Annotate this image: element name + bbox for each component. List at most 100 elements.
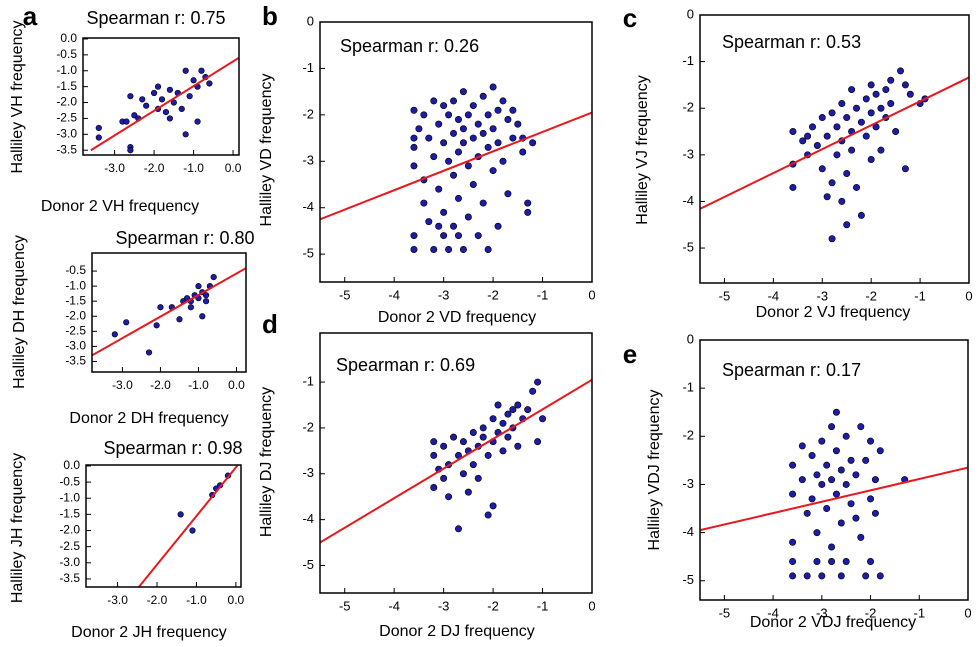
point [154,83,162,90]
panel: 0 -1 -2 -3 -4 -5 -5 -4 -3 -2 -1 0 Spearman r: 0.26 Do… [258,1,595,326]
point [459,125,467,133]
x-tick-label: -5 [339,287,351,302]
point [445,111,453,119]
y-tick-label: -2.5 [59,539,80,553]
point [848,146,856,154]
fit-line [700,76,969,210]
panel-title: Spearman r: 0.75 [86,8,225,28]
point [170,99,177,106]
point [828,543,836,551]
panel-letter: c [623,3,637,33]
point [862,456,870,464]
y-axis-label: Halliley VH frequency [9,21,26,174]
point [489,125,497,133]
point [187,304,194,311]
point [853,104,861,112]
point [843,169,851,177]
point [857,533,865,541]
point [852,514,860,522]
panel-letter: a [23,1,38,31]
point [847,456,855,464]
point [178,105,185,112]
y-tick-label: -3 [682,146,694,161]
point [823,461,831,469]
panel: -0.5-1.0-1.5-2.0-2.5-3.0-3.5-3.0 -2.0 -1.0… [11,228,254,427]
point [450,97,458,105]
point [206,80,213,87]
point [479,92,487,100]
x-tick-label: -5 [339,598,351,613]
x-tick-label: -2.0 [144,161,165,175]
point [430,438,438,446]
point [474,120,482,128]
x-tick-label: -1.0 [186,593,207,607]
point [818,437,826,445]
plot-frame [319,21,593,283]
point [450,129,458,137]
point [145,349,153,356]
x-tick-label: -3 [816,605,828,620]
point [823,193,831,201]
x-tick-label: 0 [964,605,971,620]
x-tick-label: -2.0 [150,378,171,392]
point [504,190,512,198]
point [519,148,527,156]
y-tick-label: -1.0 [65,278,86,292]
point [832,447,840,455]
point [887,100,895,108]
point [166,115,173,122]
y-tick-label: -3.0 [65,339,86,353]
point [828,476,836,484]
point [469,181,477,189]
point [842,432,850,440]
x-tick-label: -4 [768,288,780,303]
point [440,208,448,216]
point [823,505,831,513]
panel-letter: d [262,309,278,339]
point [474,474,482,482]
y-tick-label: 0.0 [63,458,80,472]
point [95,134,102,141]
point [857,211,865,219]
point [838,100,846,108]
point [867,109,875,117]
x-tick-label: -1 [537,287,549,302]
y-tick-label: -4 [302,511,314,526]
point [479,199,487,207]
point [867,437,875,445]
x-tick-label: 0.0 [228,593,245,607]
point [509,134,517,142]
point [440,442,448,450]
point [871,476,879,484]
point [410,143,418,151]
point [901,81,909,89]
point [833,151,841,159]
y-tick-label: -2.0 [59,523,80,537]
point [813,142,821,150]
panel-letter: e [623,339,637,369]
point [425,218,433,226]
y-tick-label: -2 [682,100,694,115]
point [489,83,497,91]
point [440,102,448,110]
point [459,139,467,147]
x-tick-label: -1 [913,605,925,620]
panel-title: Spearman r: 0.17 [722,360,861,380]
fit-line [90,56,239,152]
point [872,90,880,98]
point [857,423,865,431]
x-tick-label: -1.0 [183,161,204,175]
plot-frame [82,37,240,156]
x-tick-label: -3.0 [112,378,133,392]
point [123,319,130,326]
point [798,476,806,484]
point [489,167,497,175]
point [862,95,870,103]
point [837,466,845,474]
point [842,480,850,488]
point [430,246,438,254]
point [813,557,821,565]
y-tick-label: -1 [302,374,314,389]
point [867,557,875,565]
point [514,120,522,128]
